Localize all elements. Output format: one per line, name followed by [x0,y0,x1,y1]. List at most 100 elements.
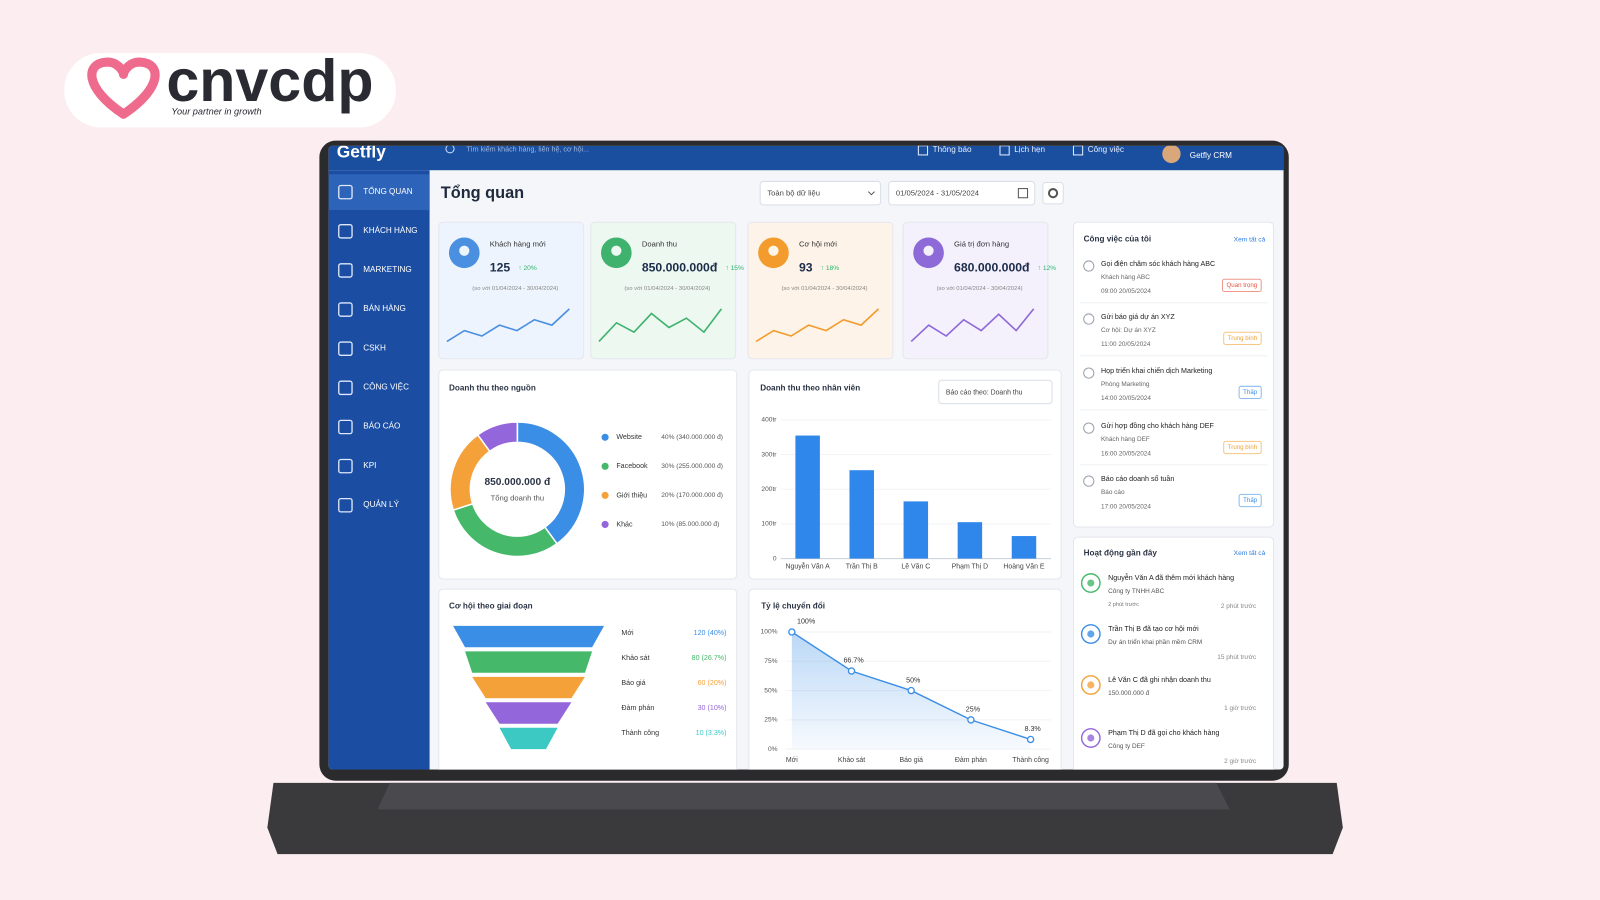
activity-text: Nguyễn Văn A đã thêm mới khách hàng [1108,573,1234,582]
activity-time: 2 giờ trước [1224,758,1257,765]
funnel-stage [465,651,593,673]
nav-icon [338,497,353,513]
top-action[interactable]: Lịch hẹn [1014,145,1045,154]
kpi-sparkline [446,308,570,343]
funnel-stage [472,676,585,699]
nav-item[interactable]: KHÁCH HÀNG [363,225,417,235]
activity-text: Lê Văn C đã ghi nhận doanh thu [1108,676,1211,684]
nav-item[interactable]: CSKH [363,343,386,352]
kpi-compare: (so với 01/04/2024 - 30/04/2024) [781,286,867,292]
user-name[interactable]: Getfly CRM [1190,151,1232,160]
x-tick-label: Lê Văn C [901,564,930,571]
activity-glyph [1087,630,1095,638]
stage-label: Đàm phán [621,704,654,712]
data-label: 25% [966,706,981,714]
kpi-label: Khách hàng mới [490,240,546,249]
chart-title: Doanh thu theo nguồn [449,384,536,393]
report-select[interactable] [938,379,1053,405]
filter-select[interactable] [759,180,882,206]
activity-text: Trần Thị B đã tạo cơ hội mới [1108,624,1199,633]
y-tick-label: 75% [764,658,777,665]
view-all-link[interactable]: Xem tất cả [1234,234,1266,243]
top-action-icon [917,145,929,156]
task-sub: Cơ hội: Dự án XYZ [1101,327,1156,334]
priority-label: Thấp [1243,497,1258,504]
nav-icon [338,184,353,200]
kpi-value: 125 [490,260,511,274]
sidebar-active [328,174,430,210]
task-checkbox[interactable] [1083,313,1095,325]
kpi-sparkline [598,308,723,343]
funnel-stage [485,702,572,724]
kpi-compare: (so với 01/04/2024 - 30/04/2024) [472,286,558,292]
keyboard [377,782,1230,810]
panel-title: Hoạt động gần đây [1084,549,1158,558]
x-tick-label: Phạm Thị D [952,564,988,571]
task-title: Gọi điện chăm sóc khách hàng ABC [1101,260,1215,268]
logo-heart [87,57,160,119]
funnel-stage [499,727,558,750]
filter-label: Toàn bộ dữ liệu [767,189,820,198]
legend-label: Facebook [616,462,648,470]
stage-label: Khảo sát [621,654,649,662]
task-checkbox[interactable] [1083,422,1095,434]
legend-value: 40% (340.000.000 đ) [661,434,723,441]
kpi-change: ↑ 18% [821,265,840,272]
chart-title: Tỷ lệ chuyển đổi [761,601,825,611]
activity-time: 15 phút trước [1217,654,1257,661]
top-action[interactable]: Thông báo [933,145,972,154]
stage-value: 10 (3.3%) [696,729,727,737]
chart-title: Cơ hội theo giai đoạn [449,602,533,611]
top-action-icon [999,145,1010,156]
point [1026,735,1035,744]
page-title: Tổng quan [441,184,524,202]
date-range[interactable] [888,180,1036,206]
task-checkbox[interactable] [1083,367,1095,379]
y-tick-label: 0 [773,555,777,562]
activities-card [1072,536,1274,770]
task-time: 16:00 20/05/2024 [1101,450,1151,457]
nav-item[interactable]: CÔNG VIỆC [363,381,409,391]
kpi-icon-glyph [923,245,934,256]
legend-label: Khác [616,520,633,528]
x-tick-label: Trần Thị B [846,562,878,571]
nav-icon [338,380,353,396]
kpi-compare: (so với 01/04/2024 - 30/04/2024) [937,286,1023,292]
sidebar [328,170,430,770]
activity-time: 2 phút trước [1221,603,1257,610]
y-tick-label: 25% [764,717,777,724]
view-all-link[interactable]: Xem tất cả [1234,548,1266,557]
search-input[interactable]: Tìm kiếm khách hàng, liên hệ, cơ hội... [466,145,589,154]
panel-title: Công việc của tôi [1084,235,1151,244]
nav-item[interactable]: MARKETING [363,265,411,274]
priority-badge [1221,278,1262,293]
top-action[interactable]: Công việc [1088,145,1124,154]
nav-icon [338,419,353,435]
nav-item[interactable]: QUẢN LÝ [363,498,399,509]
activity-detail: Công ty TNHH ABC [1108,588,1165,595]
nav-icon [338,458,353,474]
y-tick-label: 50% [764,687,777,694]
task-checkbox[interactable] [1083,475,1095,487]
donut-total: 850.000.000 đ [484,477,551,488]
nav-item[interactable]: TỔNG QUAN [363,185,412,196]
kpi-label: Cơ hội mới [799,240,837,249]
nav-item[interactable]: KPI [363,461,376,470]
bar [903,501,929,559]
funnel-stage [453,625,605,648]
nav-item[interactable]: BÁO CÁO [363,421,400,431]
bar [795,435,820,559]
task-title: Họp triển khai chiến dịch Marketing [1101,366,1212,375]
user-avatar [1162,145,1181,164]
date-range-label: 01/05/2024 - 31/05/2024 [896,189,980,198]
nav-item[interactable]: BÁN HÀNG [363,303,406,313]
x-tick-label: Mới [786,757,798,764]
x-tick-label: Khảo sát [838,757,865,764]
kpi-icon-glyph [611,245,622,256]
kpi-sparkline [910,308,1035,343]
nav-icon [338,302,353,317]
task-checkbox[interactable] [1083,260,1095,272]
settings-button[interactable] [1042,181,1064,205]
